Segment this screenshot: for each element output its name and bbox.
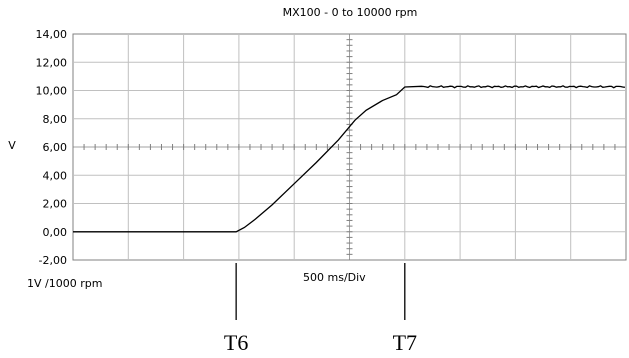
y-tick-label: 6,00	[43, 141, 68, 154]
y-tick-label: 8,00	[43, 113, 68, 126]
time-per-division-label: 500 ms/Div	[303, 271, 366, 284]
time-markers: T6 T7	[224, 263, 417, 355]
y-tick-label: 10,00	[36, 85, 68, 98]
chart-title: MX100 - 0 to 10000 rpm	[283, 6, 418, 19]
marker-label-t7: T7	[393, 330, 417, 355]
marker-label-t6: T6	[224, 330, 248, 355]
y-tick-label: 2,00	[43, 198, 68, 211]
y-tick-label: 0,00	[43, 226, 68, 239]
y-axis-label: V	[8, 139, 16, 152]
y-tick-label: 12,00	[36, 56, 68, 69]
y-tick-labels: 14,00 12,00 10,00 8,00 6,00 4,00 2,00 0,00 -2,00	[36, 28, 68, 267]
y-tick-label: -2,00	[39, 254, 67, 267]
volts-per-rpm-label: 1V /1000 rpm	[27, 277, 102, 290]
grid	[72, 33, 627, 261]
signal-trace	[73, 85, 625, 233]
y-tick-label: 14,00	[36, 28, 68, 41]
y-tick-label: 4,00	[43, 169, 68, 182]
